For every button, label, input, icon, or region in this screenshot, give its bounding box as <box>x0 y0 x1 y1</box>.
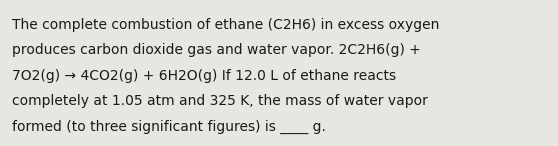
Text: produces carbon dioxide gas and water vapor. 2C2H6(g) +: produces carbon dioxide gas and water va… <box>12 43 421 57</box>
Text: formed (to three significant figures) is ____ g.: formed (to three significant figures) is… <box>12 120 326 134</box>
Text: completely at 1.05 atm and 325 K, the mass of water vapor: completely at 1.05 atm and 325 K, the ma… <box>12 94 428 108</box>
Text: The complete combustion of ethane (C2H6) in excess oxygen: The complete combustion of ethane (C2H6)… <box>12 18 440 32</box>
Text: 7O2(g) → 4CO2(g) + 6H2O(g) If 12.0 L of ethane reacts: 7O2(g) → 4CO2(g) + 6H2O(g) If 12.0 L of … <box>12 69 396 83</box>
